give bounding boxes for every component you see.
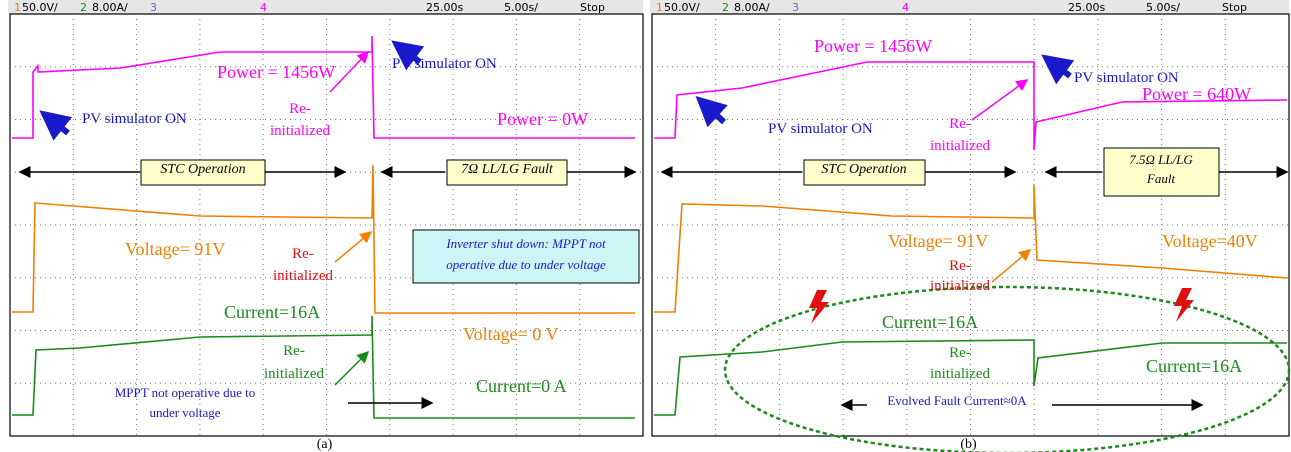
- annotation: Voltage=40V: [1162, 231, 1258, 251]
- header-label: 8.00A/: [734, 1, 770, 14]
- annotation: Fault: [1146, 171, 1176, 186]
- annotation: Inverter shut down: MPPT not: [445, 236, 606, 251]
- header-label: 3: [150, 1, 157, 14]
- header-label: 2: [80, 1, 87, 14]
- annotation: Current=16A: [1146, 356, 1242, 376]
- header-label: Stop: [1222, 1, 1247, 14]
- header-label: 4: [902, 1, 909, 14]
- annotation: Power = 640W: [1142, 84, 1251, 104]
- annotation: Power = 1456W: [814, 36, 932, 56]
- annotation: Re-: [289, 101, 311, 117]
- annotation: under voltage: [149, 405, 220, 420]
- header-label: Stop: [580, 1, 605, 14]
- annotation: PV simulator ON: [392, 56, 497, 72]
- header-label: 8.00A/: [92, 1, 128, 14]
- annotation: 7.5Ω LL/LG: [1129, 152, 1193, 167]
- annotation: PV simulator ON: [768, 121, 873, 137]
- annotation: MPPT not operative due to: [115, 385, 256, 400]
- annotation: operative due to under voltage: [446, 257, 606, 272]
- annotation: PV simulator ON: [82, 111, 187, 127]
- annotation: Re-: [949, 258, 971, 274]
- header-label: 5.00s/: [1146, 1, 1180, 14]
- annotation: Re-: [283, 343, 305, 359]
- annotation: Re-: [292, 246, 314, 262]
- header-label: 50.0V/: [664, 1, 700, 14]
- header-label: 4: [260, 1, 267, 14]
- header-label: 3: [792, 1, 799, 14]
- annotation: initialized: [273, 268, 333, 284]
- caption: (a): [317, 437, 333, 452]
- header-label: 50.0V/: [22, 1, 58, 14]
- annotation: Re-: [949, 345, 971, 361]
- annotation: Voltage= 91V: [888, 231, 988, 251]
- header-label: 25.00s: [1068, 1, 1105, 14]
- caption: (b): [960, 437, 977, 452]
- annotation: STC Operation: [821, 162, 906, 177]
- header-label: 2: [722, 1, 729, 14]
- annotation: Current=16A: [882, 312, 978, 332]
- figure: 150.0V/28.00A/3425.00s5.00s/StopPower = …: [0, 0, 1291, 452]
- annotation: 7Ω LL/LG Fault: [461, 162, 554, 177]
- annotation: initialized: [930, 278, 990, 294]
- annotation: Voltage= 91V: [125, 239, 225, 259]
- annotation: Power = 1456W: [217, 62, 335, 82]
- annotation: STC Operation: [160, 162, 245, 177]
- annotation: Re-: [949, 116, 971, 132]
- header-label: 1: [656, 1, 663, 14]
- annotation: Current=0 A: [476, 376, 567, 396]
- header-label: 5.00s/: [504, 1, 538, 14]
- annotation: initialized: [930, 138, 990, 154]
- annotation: initialized: [930, 366, 990, 382]
- annotation: Evolved Fault Current≈0A: [887, 393, 1027, 408]
- header-label: 1: [14, 1, 21, 14]
- annotation: initialized: [264, 366, 324, 382]
- annotation: Voltage= 0 V: [463, 324, 558, 344]
- annotation: Power = 0W: [497, 109, 588, 129]
- annotation: Current=16A: [224, 302, 320, 322]
- annotation: initialized: [270, 123, 330, 139]
- header-label: 25.00s: [426, 1, 463, 14]
